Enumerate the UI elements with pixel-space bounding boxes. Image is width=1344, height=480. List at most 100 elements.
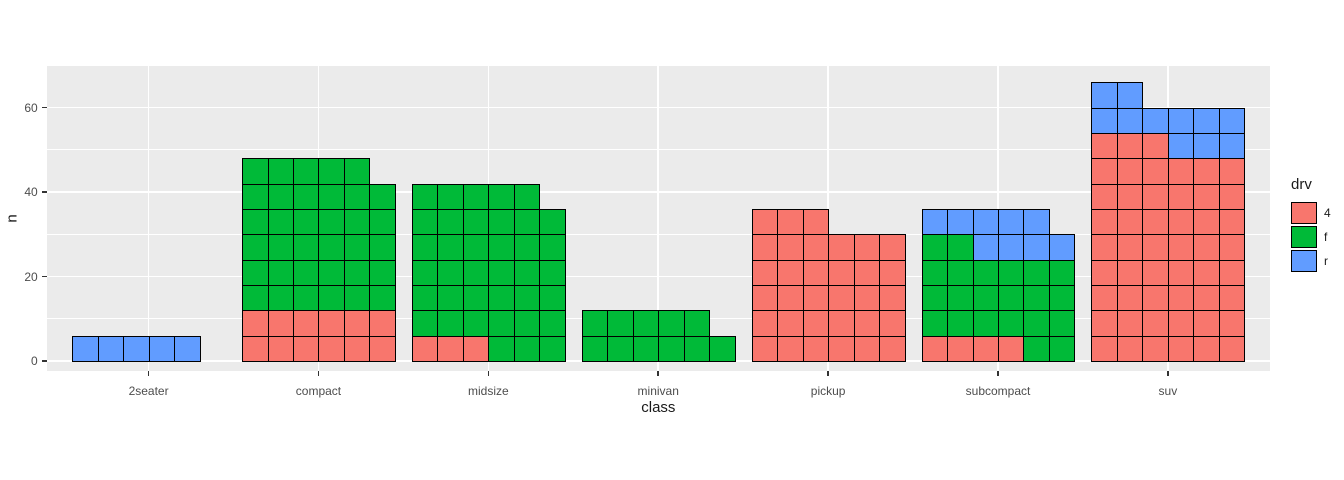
waffle-cell-subcompact-f	[1023, 284, 1050, 312]
legend-label-4: 4	[1324, 206, 1331, 220]
waffle-cell-suv-4	[1167, 183, 1195, 210]
x-tick-label-pickup: pickup	[810, 384, 846, 398]
waffle-cell-pickup-4	[879, 259, 906, 286]
waffle-cell-compact-f	[293, 183, 320, 210]
waffle-cell-pickup-4	[828, 284, 855, 312]
waffle-cell-minivan-f	[581, 335, 609, 362]
waffle-cell-minivan-f	[709, 335, 736, 362]
x-tick-label-subcompact: subcompact	[965, 384, 1031, 398]
waffle-cell-subcompact-f	[1048, 310, 1076, 337]
waffle-cell-subcompact-f	[1023, 335, 1050, 362]
waffle-cell-midsize-f	[462, 183, 490, 210]
waffle-cell-compact-f	[318, 259, 345, 286]
x-tick-subcompact	[997, 371, 999, 377]
waffle-cell-suv-4	[1142, 335, 1169, 362]
waffle-cell-pickup-4	[828, 335, 855, 362]
waffle-cell-subcompact-f	[1023, 310, 1050, 337]
waffle-cell-pickup-4	[853, 284, 881, 312]
waffle-cell-suv-4	[1167, 284, 1195, 312]
waffle-cell-2seater-r	[148, 335, 176, 362]
waffle-cell-compact-f	[242, 259, 269, 286]
waffle-cell-compact-f	[267, 284, 294, 312]
waffle-cell-compact-f	[343, 234, 371, 261]
waffle-cell-suv-4	[1116, 158, 1144, 185]
y-axis-title: n	[3, 213, 21, 223]
waffle-cell-suv-r	[1091, 107, 1118, 134]
waffle-cell-pickup-4	[828, 310, 855, 337]
y-tick-label-20: 20	[24, 269, 38, 284]
waffle-cell-pickup-4	[777, 259, 804, 286]
waffle-cell-suv-4	[1091, 183, 1118, 210]
y-tick-label-0: 0	[31, 354, 38, 368]
waffle-cell-suv-4	[1218, 310, 1246, 337]
waffle-cell-midsize-f	[539, 335, 566, 362]
waffle-cell-subcompact-f	[1023, 259, 1050, 286]
waffle-cell-compact-f	[369, 284, 396, 312]
waffle-cell-suv-4	[1218, 259, 1246, 286]
waffle-cell-midsize-f	[437, 259, 464, 286]
waffle-cell-suv-4	[1091, 234, 1118, 261]
waffle-cell-subcompact-f	[972, 259, 999, 286]
waffle-cell-midsize-f	[539, 310, 566, 337]
waffle-cell-suv-4	[1142, 284, 1169, 312]
waffle-cell-midsize-f	[513, 310, 541, 337]
waffle-cell-subcompact-f	[1048, 335, 1076, 362]
waffle-cell-suv-4	[1193, 335, 1220, 362]
waffle-cell-midsize-f	[488, 310, 515, 337]
waffle-cell-suv-4	[1167, 259, 1195, 286]
waffle-cell-subcompact-r	[1023, 234, 1050, 261]
waffle-cell-subcompact-4	[947, 335, 974, 362]
waffle-cell-suv-4	[1116, 259, 1144, 286]
waffle-cell-suv-r	[1091, 82, 1118, 109]
waffle-cell-suv-4	[1116, 208, 1144, 236]
waffle-cell-midsize-f	[411, 284, 439, 312]
waffle-cell-midsize-f	[437, 234, 464, 261]
waffle-cell-subcompact-f	[972, 310, 999, 337]
waffle-cell-subcompact-f	[921, 310, 949, 337]
waffle-cell-midsize-f	[462, 208, 490, 236]
waffle-cell-midsize-f	[539, 208, 566, 236]
waffle-cell-midsize-f	[411, 183, 439, 210]
waffle-cell-minivan-f	[658, 335, 685, 362]
waffle-cell-compact-f	[242, 158, 269, 185]
x-tick-label-2seater: 2seater	[128, 384, 169, 398]
waffle-cell-compact-4	[343, 310, 371, 337]
waffle-cell-suv-4	[1218, 208, 1246, 236]
waffle-cell-compact-f	[343, 183, 371, 210]
waffle-cell-suv-4	[1167, 310, 1195, 337]
waffle-cell-pickup-4	[802, 310, 830, 337]
y-tick-20	[41, 275, 47, 278]
waffle-cell-compact-4	[293, 310, 320, 337]
waffle-cell-suv-4	[1218, 183, 1246, 210]
waffle-cell-suv-r	[1116, 82, 1144, 109]
waffle-cell-subcompact-r	[947, 208, 974, 236]
waffle-cell-suv-4	[1091, 158, 1118, 185]
waffle-cell-compact-f	[293, 284, 320, 312]
waffle-cell-compact-f	[318, 208, 345, 236]
waffle-cell-minivan-f	[658, 310, 685, 337]
waffle-cell-pickup-4	[802, 234, 830, 261]
waffle-cell-pickup-4	[828, 234, 855, 261]
waffle-cell-suv-4	[1193, 284, 1220, 312]
waffle-cell-suv-4	[1091, 259, 1118, 286]
waffle-cell-subcompact-f	[921, 284, 949, 312]
waffle-cell-compact-f	[293, 208, 320, 236]
waffle-cell-2seater-r	[72, 335, 99, 362]
waffle-cell-2seater-r	[174, 335, 201, 362]
waffle-cell-suv-4	[1142, 183, 1169, 210]
waffle-cell-pickup-4	[802, 208, 830, 236]
waffle-cell-compact-f	[267, 234, 294, 261]
waffle-cell-compact-4	[318, 310, 345, 337]
x-tick-compact	[317, 371, 320, 377]
waffle-cell-compact-4	[242, 335, 269, 362]
waffle-cell-suv-4	[1116, 234, 1144, 261]
x-tick-label-suv: suv	[1158, 384, 1178, 398]
waffle-cell-compact-f	[267, 158, 294, 185]
waffle-cell-minivan-f	[607, 310, 634, 337]
waffle-cell-compact-4	[267, 335, 294, 362]
waffle-cell-suv-4	[1193, 310, 1220, 337]
legend-swatch-r	[1291, 250, 1317, 272]
waffle-cell-suv-4	[1116, 335, 1144, 362]
